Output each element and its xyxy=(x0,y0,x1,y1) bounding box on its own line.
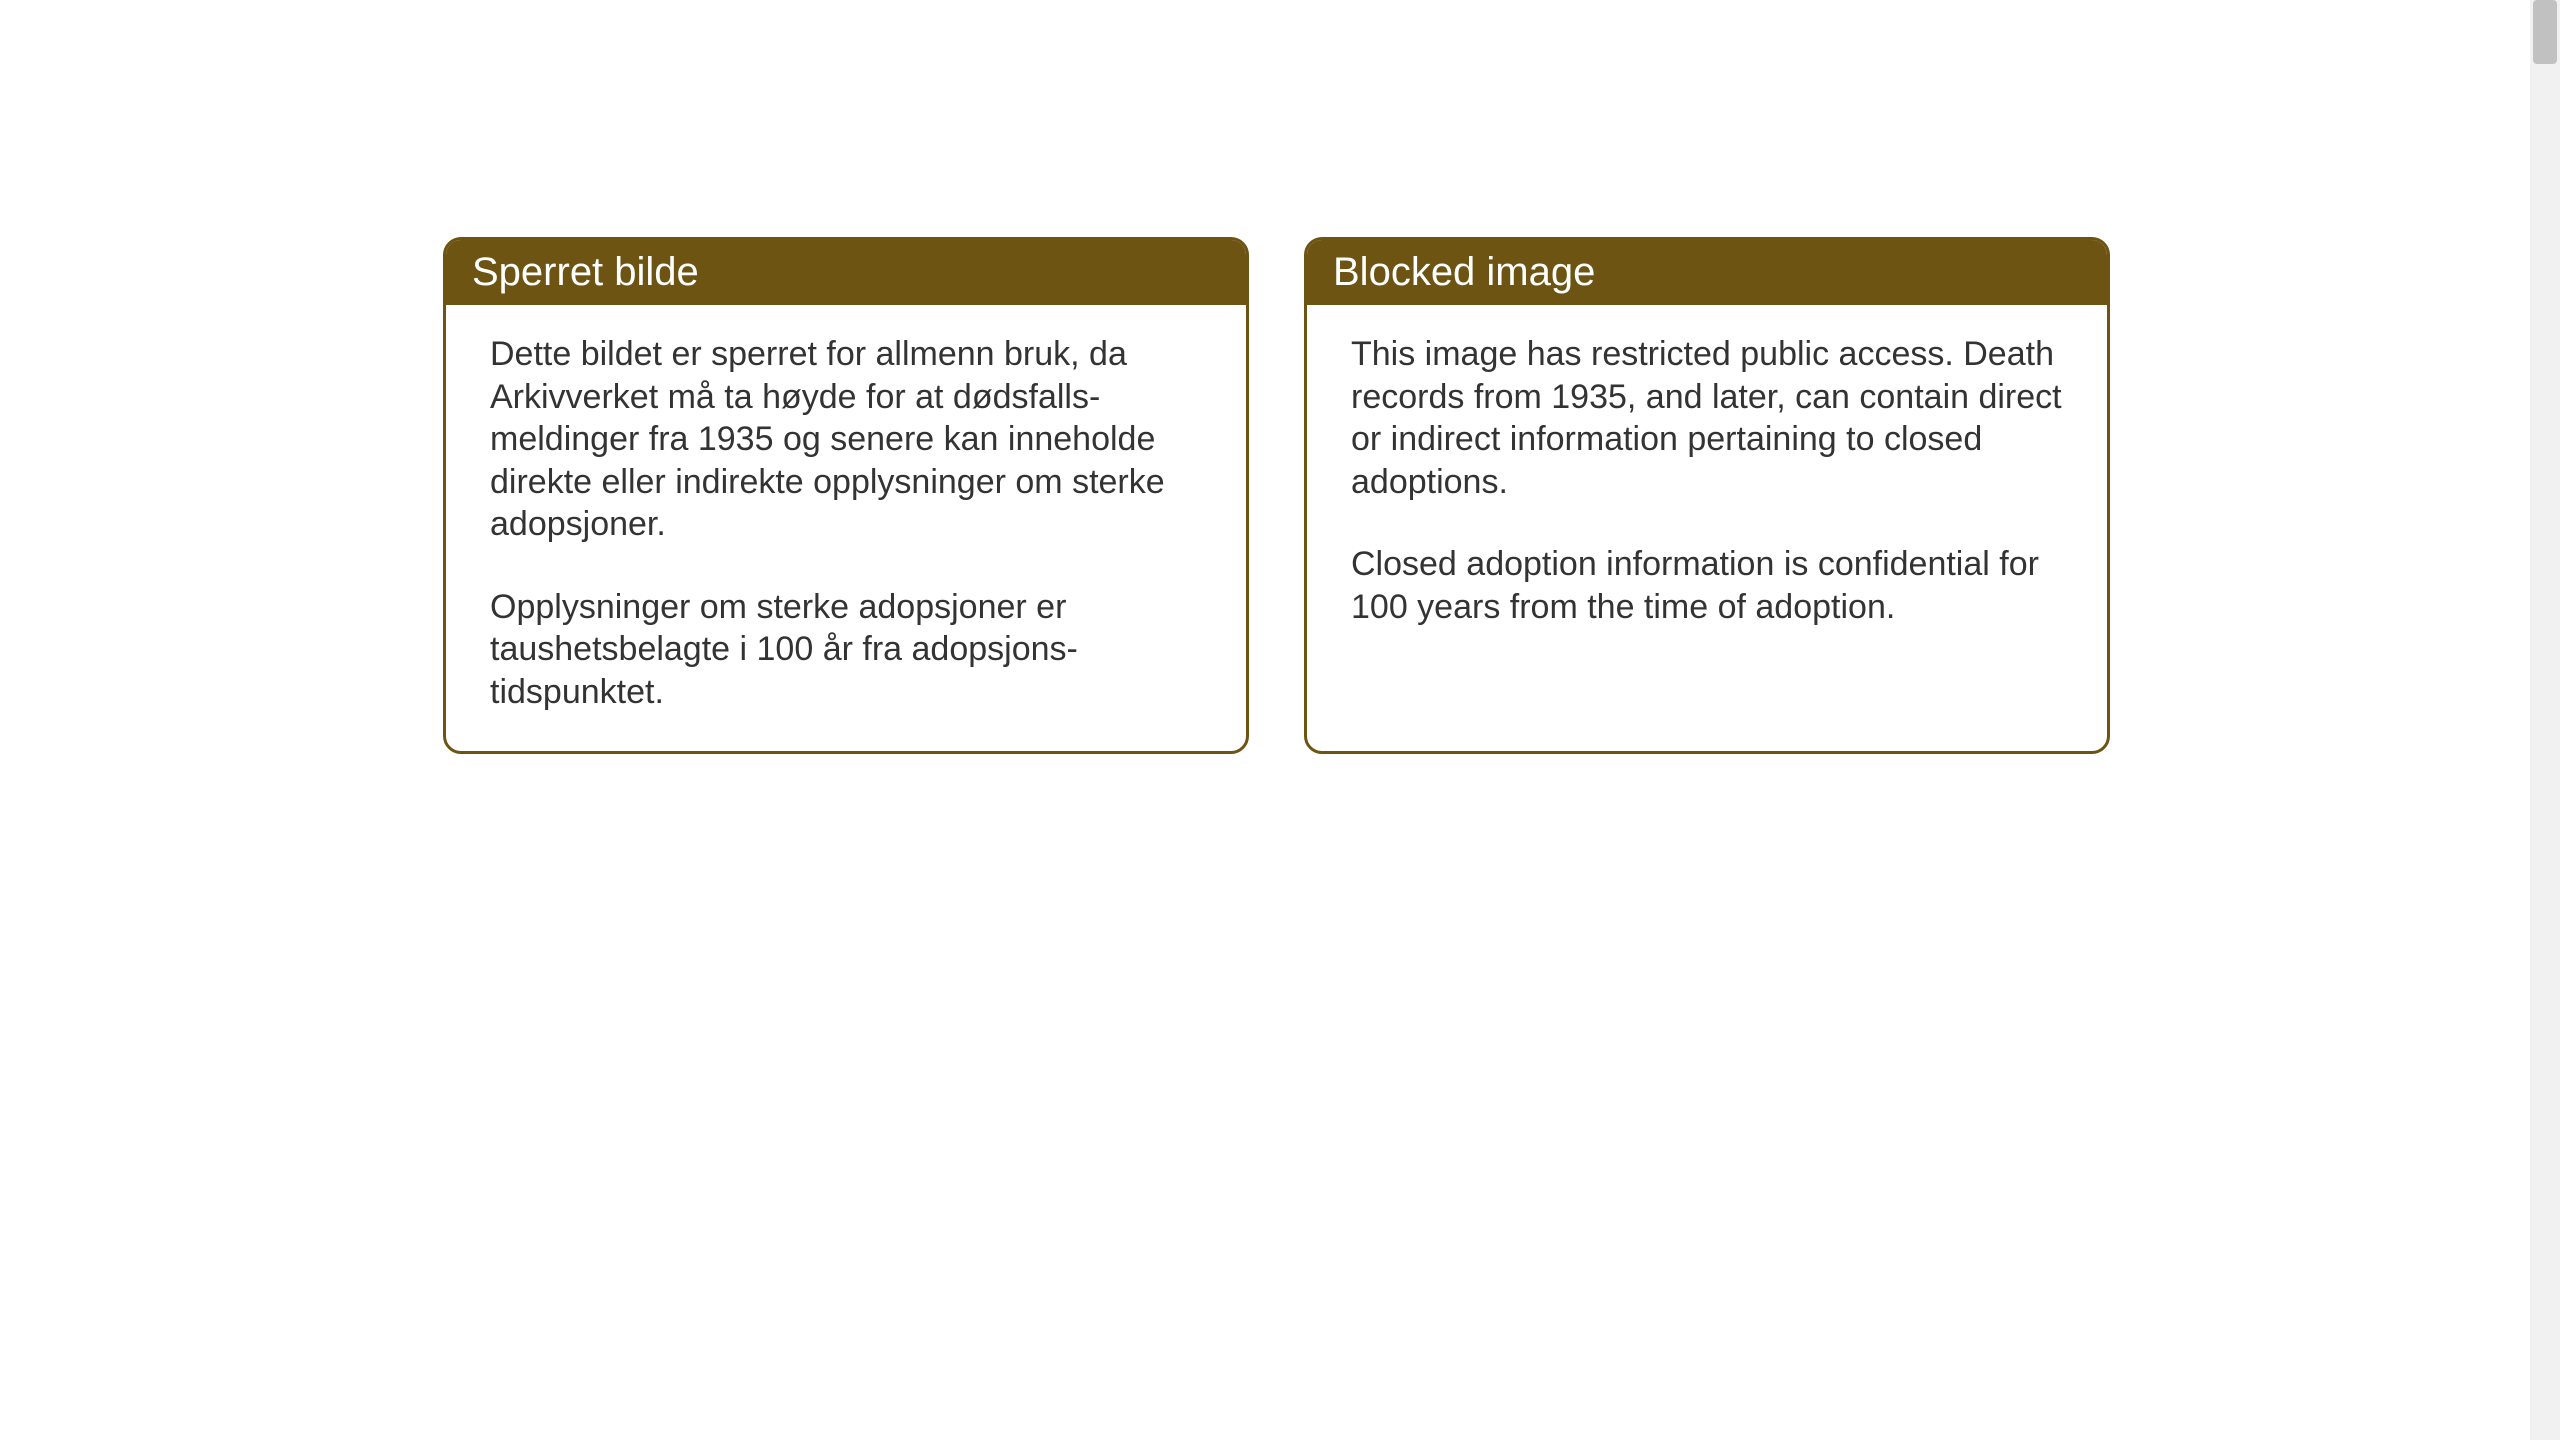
norwegian-card-body: Dette bildet er sperret for allmenn bruk… xyxy=(446,305,1246,751)
english-paragraph-2: Closed adoption information is confident… xyxy=(1351,543,2063,628)
english-card-header: Blocked image xyxy=(1307,240,2107,305)
norwegian-paragraph-1: Dette bildet er sperret for allmenn bruk… xyxy=(490,333,1202,546)
english-card: Blocked image This image has restricted … xyxy=(1304,237,2110,754)
norwegian-paragraph-2: Opplysninger om sterke adopsjoner er tau… xyxy=(490,586,1202,714)
english-paragraph-1: This image has restricted public access.… xyxy=(1351,333,2063,503)
cards-container: Sperret bilde Dette bildet er sperret fo… xyxy=(0,0,2560,754)
english-card-body: This image has restricted public access.… xyxy=(1307,305,2107,666)
vertical-scrollbar[interactable] xyxy=(2530,0,2560,1440)
scrollbar-thumb[interactable] xyxy=(2533,0,2557,64)
norwegian-card-title: Sperret bilde xyxy=(472,250,699,294)
norwegian-card: Sperret bilde Dette bildet er sperret fo… xyxy=(443,237,1249,754)
norwegian-card-header: Sperret bilde xyxy=(446,240,1246,305)
english-card-title: Blocked image xyxy=(1333,250,1595,294)
